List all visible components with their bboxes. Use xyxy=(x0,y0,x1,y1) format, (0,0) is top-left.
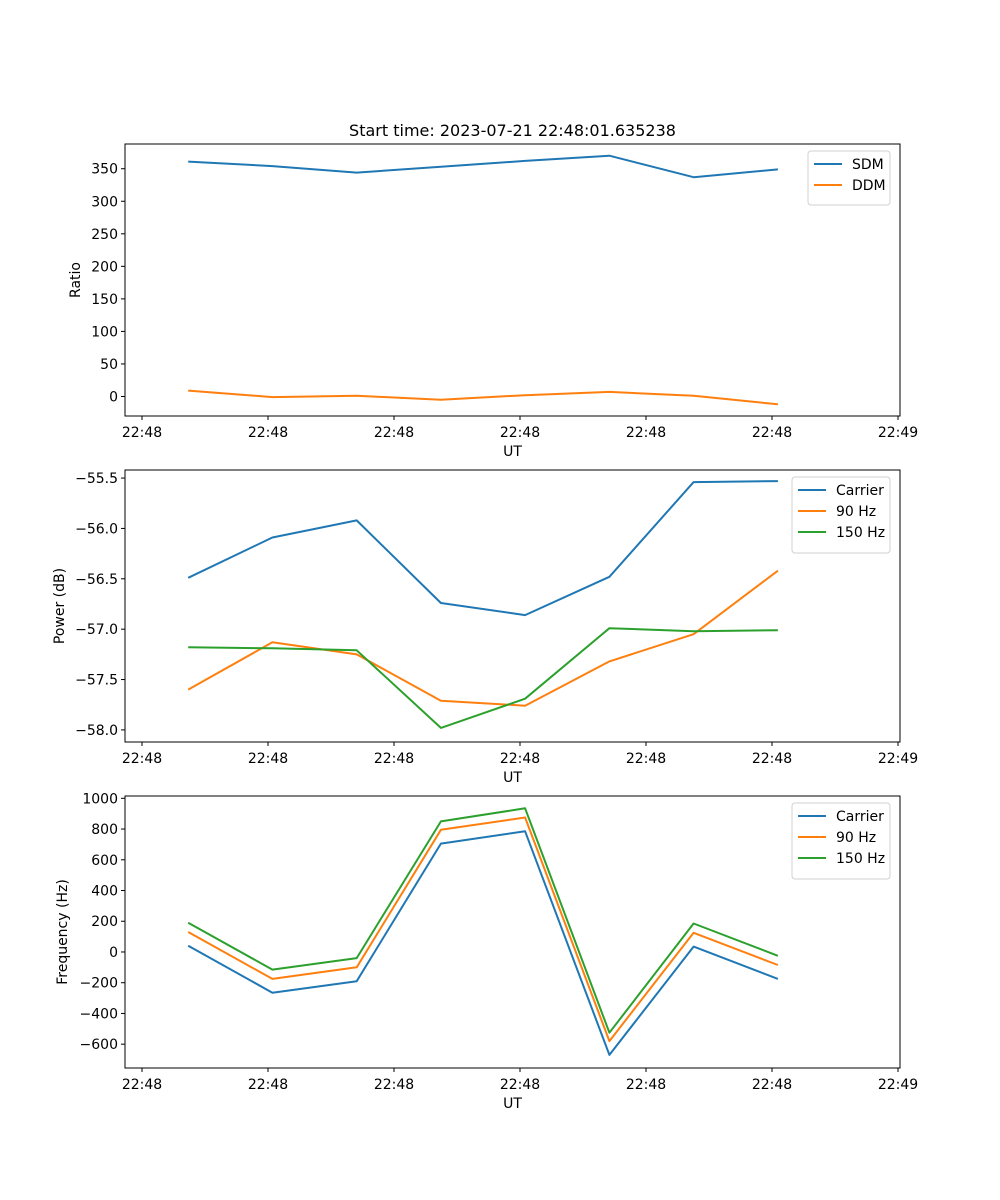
y-tick-label: −600 xyxy=(80,1037,118,1053)
y-tick-label: 350 xyxy=(91,162,118,178)
series-line-90-hz xyxy=(187,816,779,1043)
chart-title: Start time: 2023-07-21 22:48:01.635238 xyxy=(349,121,676,140)
y-axis-label: Frequency (Hz) xyxy=(55,879,71,985)
y-tick-label: 400 xyxy=(91,884,118,900)
x-axis-label: UT xyxy=(503,1096,522,1112)
axes-frame xyxy=(124,143,901,417)
x-tick-label: 22:48 xyxy=(626,425,666,441)
y-tick-label: −57.0 xyxy=(75,622,118,638)
chart-panel-2: −58.0 −57.5 −57.0 −56.5 −56.0 −55.5 22:48 22:48… xyxy=(52,469,918,786)
x-tick-label: 22:48 xyxy=(500,1077,540,1093)
x-tick-label: 22:49 xyxy=(878,1077,918,1093)
legend-box xyxy=(791,476,891,554)
series-line-ddm xyxy=(188,389,779,406)
y-tick-label: 200 xyxy=(91,259,118,275)
y-tick-label: 100 xyxy=(91,324,118,340)
legend: Carrier 90 Hz 150 Hz xyxy=(791,802,891,880)
y-tick-label: −400 xyxy=(80,1006,118,1022)
legend-label: Carrier xyxy=(836,483,884,499)
chart-panel-1: Start time: 2023-07-21 22:48:01.635238 0 5… xyxy=(68,121,918,460)
series-line-150-hz xyxy=(188,627,778,729)
legend-label: 150 Hz xyxy=(836,851,885,867)
y-tick-label: 250 xyxy=(91,227,118,243)
x-axis-label: UT xyxy=(503,770,522,786)
x-tick-label: 22:48 xyxy=(752,425,792,441)
y-tick-label: 0 xyxy=(109,389,118,405)
legend-label: DDM xyxy=(852,178,886,194)
legend-label: Carrier xyxy=(836,809,884,825)
x-tick-label: 22:48 xyxy=(374,425,414,441)
x-tick-label: 22:48 xyxy=(122,751,162,767)
legend: Carrier 90 Hz 150 Hz xyxy=(791,476,891,554)
series-line-carrier xyxy=(187,480,778,617)
series-line-150-hz xyxy=(187,807,779,1034)
series-line-carrier xyxy=(187,830,779,1056)
legend-label: 90 Hz xyxy=(836,830,876,846)
x-tick-label: 22:48 xyxy=(374,751,414,767)
series-line-90-hz xyxy=(187,569,779,707)
x-tick-label: 22:48 xyxy=(248,1077,288,1093)
y-tick-label: −58.0 xyxy=(75,723,118,739)
x-tick-label: 22:48 xyxy=(248,425,288,441)
legend: SDM DDM xyxy=(807,150,891,206)
x-tick-label: 22:48 xyxy=(122,1077,162,1093)
y-tick-label: 600 xyxy=(91,853,118,869)
x-tick-label: 22:48 xyxy=(626,1077,666,1093)
x-tick-label: 22:48 xyxy=(752,751,792,767)
x-tick-label: 22:48 xyxy=(374,1077,414,1093)
y-tick-label: −56.0 xyxy=(75,521,118,537)
legend-label: 90 Hz xyxy=(836,504,876,520)
axes-frame xyxy=(124,469,901,743)
y-tick-label: 0 xyxy=(109,945,118,961)
x-tick-label: 22:48 xyxy=(752,1077,792,1093)
chart-panel-3: −600 −400 −200 0 200 400 600 800 1000 22:48 22:48 2… xyxy=(55,791,918,1112)
y-axis-label: Power (dB) xyxy=(52,568,68,644)
legend-label: 150 Hz xyxy=(836,525,885,541)
x-tick-label: 22:48 xyxy=(248,751,288,767)
y-tick-label: 1000 xyxy=(82,791,118,807)
series-line-sdm xyxy=(188,154,778,179)
y-tick-label: −56.5 xyxy=(75,572,118,588)
legend-label: SDM xyxy=(852,157,884,173)
y-tick-label: −57.5 xyxy=(75,673,118,689)
legend-box xyxy=(791,802,891,880)
y-tick-label: 150 xyxy=(91,292,118,308)
y-tick-label: 300 xyxy=(91,194,118,210)
x-tick-label: 22:48 xyxy=(500,425,540,441)
y-tick-label: −200 xyxy=(80,976,118,992)
x-tick-label: 22:48 xyxy=(122,425,162,441)
x-tick-label: 22:48 xyxy=(500,751,540,767)
y-tick-label: 50 xyxy=(100,357,118,373)
x-tick-label: 22:48 xyxy=(626,751,666,767)
y-tick-label: 800 xyxy=(91,822,118,838)
y-tick-label: 200 xyxy=(91,914,118,930)
x-axis-label: UT xyxy=(503,444,522,460)
y-axis-label: Ratio xyxy=(68,262,84,298)
axes-frame xyxy=(124,795,901,1069)
x-tick-label: 22:49 xyxy=(878,425,918,441)
x-tick-label: 22:49 xyxy=(878,751,918,767)
y-tick-label: −55.5 xyxy=(75,471,118,487)
